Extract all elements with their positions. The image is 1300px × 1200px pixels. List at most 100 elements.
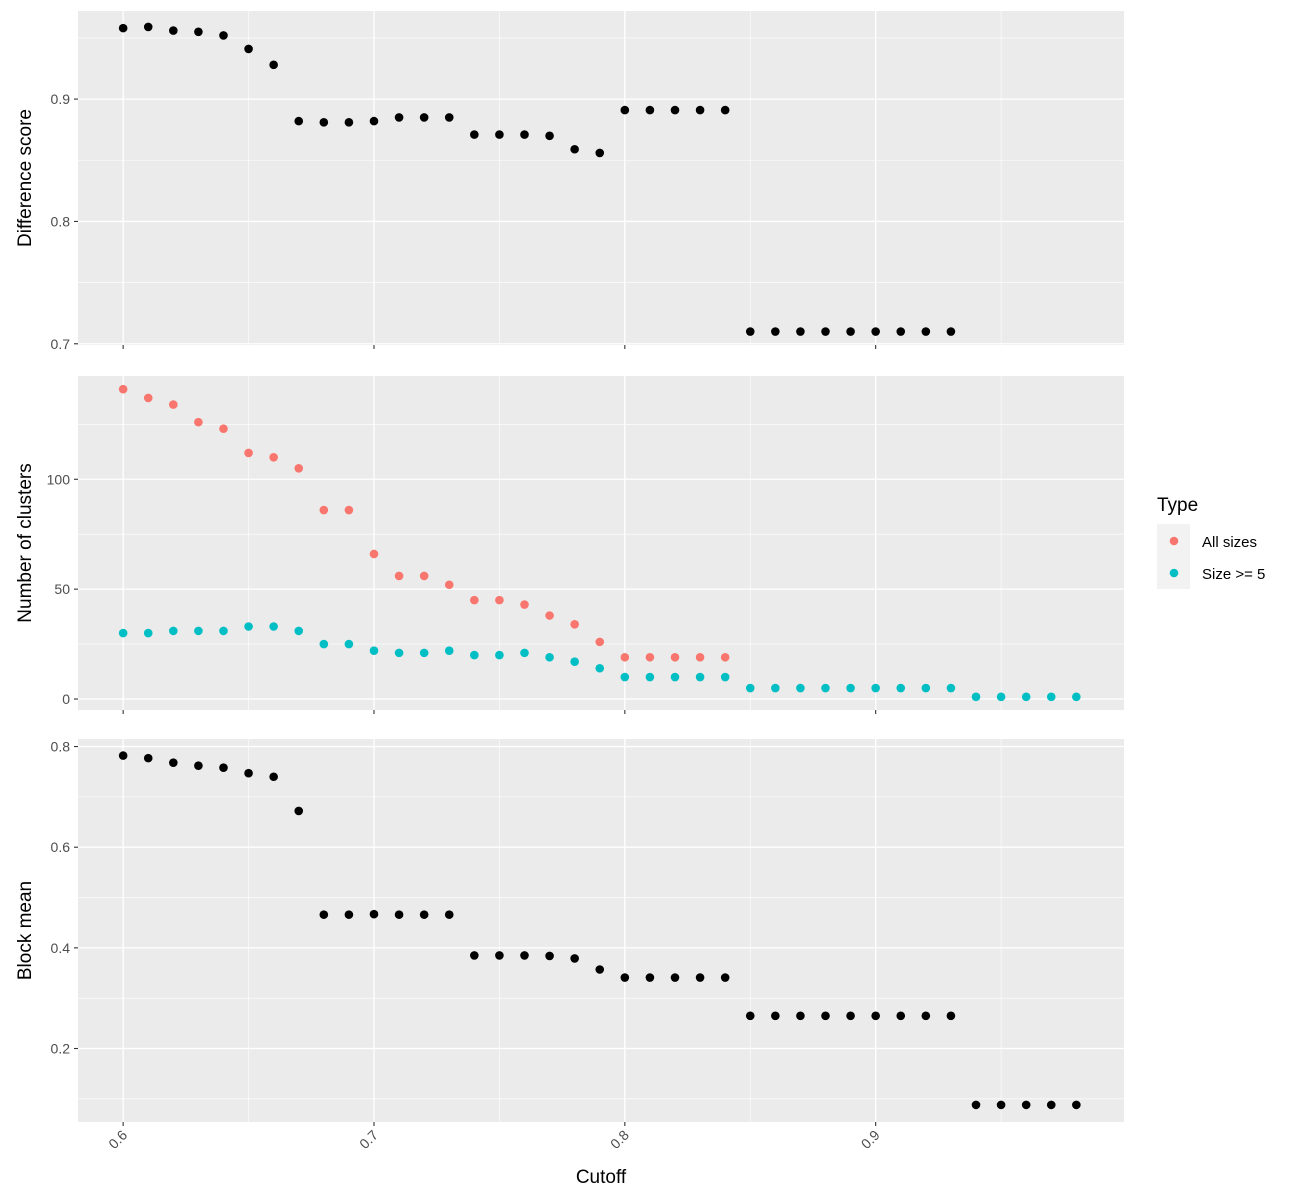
data-point bbox=[545, 652, 554, 662]
data-point bbox=[695, 672, 705, 682]
data-point bbox=[620, 105, 630, 115]
data-point bbox=[470, 130, 479, 139]
data-point bbox=[319, 505, 329, 515]
data-point bbox=[896, 327, 906, 336]
data-point bbox=[118, 384, 128, 394]
y-tick-label: 0.6 bbox=[51, 839, 71, 855]
data-point bbox=[846, 327, 855, 336]
data-point bbox=[194, 27, 203, 37]
data-point bbox=[294, 116, 304, 126]
data-point bbox=[620, 652, 630, 662]
data-point bbox=[520, 951, 529, 960]
data-point bbox=[545, 131, 554, 141]
data-point bbox=[269, 60, 278, 70]
data-point bbox=[620, 672, 630, 682]
data-point bbox=[946, 327, 956, 336]
data-point bbox=[670, 973, 680, 982]
data-point bbox=[545, 611, 554, 620]
data-point bbox=[444, 580, 454, 590]
data-point bbox=[570, 657, 579, 666]
data-point bbox=[946, 683, 956, 693]
data-point bbox=[771, 1011, 780, 1021]
data-point bbox=[319, 639, 329, 649]
data-point bbox=[520, 648, 529, 658]
data-point bbox=[921, 1011, 931, 1021]
data-point bbox=[745, 1011, 755, 1021]
data-point bbox=[394, 910, 404, 919]
data-point bbox=[269, 622, 278, 631]
data-point bbox=[720, 105, 730, 115]
data-point bbox=[996, 1100, 1006, 1110]
data-point bbox=[194, 761, 203, 770]
data-point bbox=[219, 763, 228, 772]
data-point bbox=[570, 620, 579, 629]
data-point bbox=[595, 148, 605, 158]
data-point bbox=[344, 910, 354, 919]
data-point bbox=[169, 26, 178, 35]
data-point bbox=[194, 626, 203, 636]
y-tick-label: 0.8 bbox=[51, 739, 71, 755]
data-point bbox=[143, 753, 153, 763]
x-axis-title: Cutoff bbox=[576, 1167, 627, 1188]
data-point bbox=[369, 549, 379, 559]
data-point bbox=[771, 327, 780, 336]
data-point bbox=[796, 327, 805, 336]
data-point bbox=[394, 571, 404, 581]
data-point bbox=[996, 692, 1006, 702]
data-point bbox=[444, 910, 454, 919]
data-point bbox=[394, 113, 404, 122]
data-point bbox=[771, 683, 780, 693]
y-tick-label: 50 bbox=[54, 581, 70, 597]
x-tick-label: 0.9 bbox=[858, 1127, 883, 1152]
data-point bbox=[1072, 1100, 1081, 1110]
legend-key bbox=[1169, 536, 1179, 546]
data-point bbox=[871, 327, 880, 336]
data-point bbox=[921, 683, 931, 693]
data-point bbox=[219, 626, 228, 636]
data-point bbox=[394, 648, 404, 658]
data-point bbox=[921, 327, 931, 336]
data-point bbox=[444, 113, 454, 122]
panel-background bbox=[78, 376, 1124, 710]
data-point bbox=[1046, 692, 1056, 702]
data-point bbox=[645, 105, 655, 115]
data-point bbox=[1021, 692, 1031, 702]
data-point bbox=[896, 683, 906, 693]
data-point bbox=[720, 973, 730, 982]
data-point bbox=[1072, 692, 1081, 702]
panel-background bbox=[78, 11, 1124, 345]
data-point bbox=[495, 130, 504, 139]
data-point bbox=[821, 327, 830, 336]
data-point bbox=[570, 144, 579, 154]
legend-label: Size >= 5 bbox=[1202, 566, 1265, 583]
data-point bbox=[520, 600, 529, 609]
y-axis-title: Number of clusters bbox=[15, 463, 36, 622]
x-tick-label: 0.6 bbox=[105, 1127, 130, 1152]
data-point bbox=[545, 951, 554, 961]
data-point bbox=[344, 639, 354, 649]
data-point bbox=[470, 951, 479, 960]
data-point bbox=[946, 1011, 956, 1021]
data-point bbox=[871, 683, 880, 693]
data-point bbox=[369, 116, 379, 126]
legend-label: All sizes bbox=[1202, 534, 1257, 551]
data-point bbox=[470, 650, 479, 660]
data-point bbox=[520, 130, 529, 139]
x-tick-label: 0.8 bbox=[607, 1127, 632, 1152]
data-point bbox=[294, 626, 304, 636]
data-point bbox=[344, 118, 354, 127]
data-point bbox=[143, 628, 153, 638]
data-point bbox=[645, 652, 655, 662]
data-point bbox=[595, 965, 605, 974]
data-point bbox=[143, 22, 153, 32]
data-point bbox=[244, 44, 253, 54]
data-point bbox=[695, 973, 705, 982]
data-point bbox=[620, 973, 630, 982]
data-point bbox=[143, 393, 153, 403]
data-point bbox=[670, 672, 680, 682]
data-point bbox=[1046, 1100, 1056, 1110]
data-point bbox=[595, 663, 605, 673]
data-point bbox=[194, 417, 203, 427]
data-point bbox=[495, 595, 504, 605]
data-point bbox=[871, 1011, 880, 1021]
